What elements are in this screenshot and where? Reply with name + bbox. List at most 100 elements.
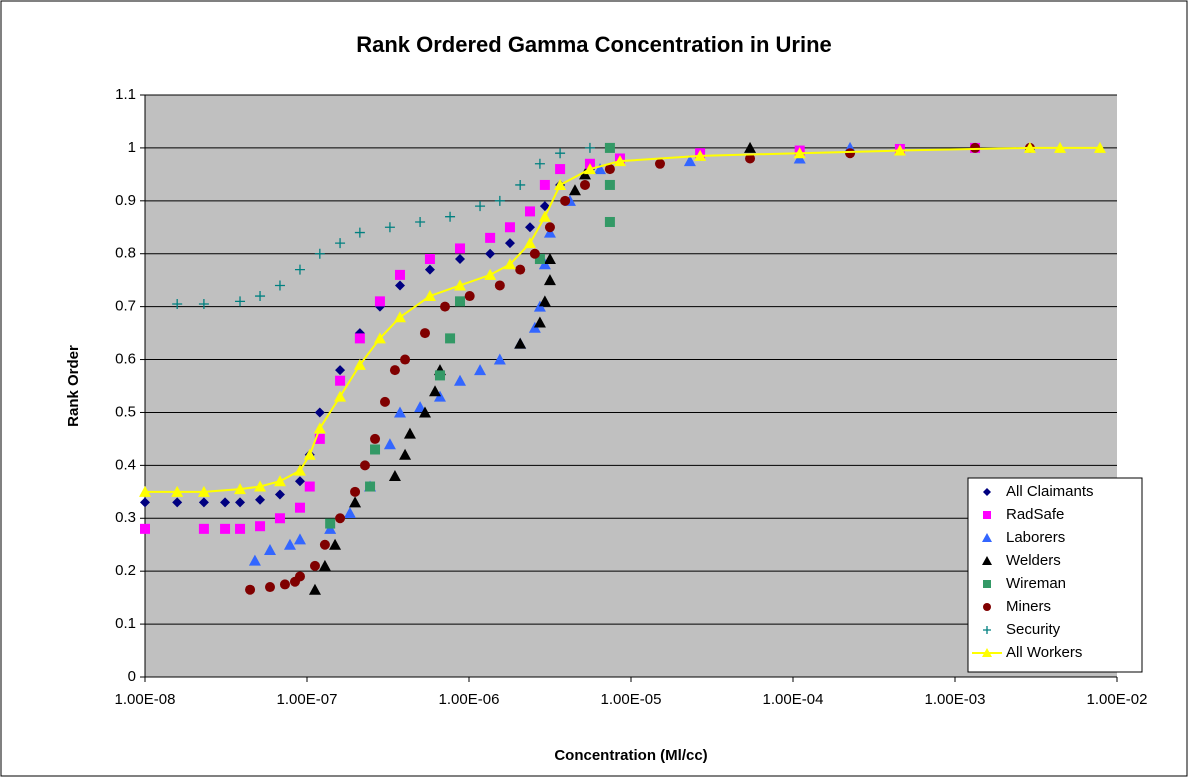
diamond-marker: [314, 407, 325, 418]
triangle-marker: [254, 480, 267, 492]
triangle-marker: [429, 385, 442, 397]
triangle-marker: [514, 337, 527, 349]
square-marker: [504, 222, 515, 233]
diamond-marker: [235, 497, 246, 508]
square-marker: [434, 370, 445, 381]
diamond-marker: [255, 494, 266, 505]
x-tick-label: 1.00E-06: [439, 691, 500, 708]
triangle-marker: [414, 401, 427, 413]
circle-marker: [309, 560, 320, 571]
square-marker: [220, 523, 231, 534]
triangle-marker: [568, 184, 581, 196]
diamond-marker: [525, 222, 536, 233]
legend-label: Security: [1006, 621, 1061, 638]
triangle-marker: [454, 374, 467, 386]
square-marker: [555, 164, 566, 175]
triangle-marker: [533, 316, 546, 328]
square-marker: [445, 333, 456, 344]
triangle-marker: [399, 448, 412, 460]
circle-marker: [359, 460, 370, 471]
triangle-marker: [139, 485, 151, 497]
diamond-marker: [424, 264, 435, 275]
plus-marker: [415, 216, 426, 227]
triangle-marker: [343, 506, 356, 518]
circle-marker: [400, 354, 411, 365]
circle-marker: [983, 603, 991, 611]
circle-marker: [319, 539, 330, 550]
triangle-marker: [293, 464, 306, 476]
triangle-marker: [303, 448, 316, 460]
square-marker: [983, 511, 991, 519]
square-marker: [455, 243, 466, 254]
plus-marker: [384, 222, 395, 233]
triangle-marker: [1023, 141, 1036, 153]
square-marker: [140, 523, 150, 534]
plus-marker: [515, 179, 526, 190]
y-axis-title: Rank Order: [65, 345, 82, 427]
triangle-marker: [273, 475, 286, 487]
x-axis-title: Concentration (Ml/cc): [554, 747, 707, 764]
legend-label: All Claimants: [1006, 483, 1094, 500]
square-marker: [424, 254, 435, 265]
diamond-marker: [198, 497, 209, 508]
circle-marker: [579, 179, 590, 190]
plus-marker: [235, 296, 246, 307]
triangle-marker: [694, 149, 707, 161]
y-tick-label: 0.4: [115, 456, 136, 473]
chart-title: Rank Ordered Gamma Concentration in Urin…: [356, 32, 832, 57]
triangle-marker: [263, 544, 276, 556]
triangle-marker: [484, 268, 497, 280]
legend: [967, 477, 1143, 673]
square-marker: [370, 444, 381, 455]
plus-marker: [255, 291, 266, 302]
circle-marker: [604, 164, 615, 175]
y-tick-label: 1: [128, 139, 136, 156]
triangle-marker: [683, 155, 696, 167]
y-tick-label: 0.1: [115, 615, 136, 632]
triangle-marker: [403, 427, 416, 439]
triangle-marker: [393, 311, 406, 323]
diamond-marker: [504, 238, 515, 249]
circle-marker: [515, 264, 526, 275]
square-marker: [325, 518, 336, 529]
circle-marker: [529, 248, 540, 259]
circle-marker: [389, 365, 400, 376]
plus-marker: [475, 201, 486, 212]
triangle-marker: [423, 290, 436, 302]
triangle-marker: [493, 353, 506, 365]
square-marker: [539, 179, 550, 190]
circle-marker: [745, 153, 756, 164]
plus-marker: [274, 280, 285, 291]
square-marker: [534, 254, 545, 265]
circle-marker: [264, 582, 275, 593]
diamond-marker: [485, 248, 496, 259]
legend-label: Wireman: [1006, 575, 1066, 592]
triangle-marker: [293, 533, 306, 545]
triangle-marker: [744, 141, 757, 153]
plus-marker: [584, 142, 595, 153]
square-marker: [374, 296, 385, 307]
diamond-marker: [274, 489, 285, 500]
plus-marker: [172, 298, 183, 309]
square-marker: [604, 142, 615, 153]
triangle-marker: [1054, 141, 1067, 153]
plus-marker: [534, 158, 545, 169]
x-tick-label: 1.00E-04: [763, 691, 824, 708]
y-tick-label: 1.1: [115, 86, 136, 103]
square-marker: [525, 206, 536, 217]
triangle-marker: [474, 364, 487, 376]
circle-marker: [350, 486, 361, 497]
triangle-marker: [248, 554, 261, 566]
y-tick-label: 0.3: [115, 509, 136, 526]
plus-marker: [314, 248, 325, 259]
triangle-marker: [329, 538, 342, 550]
square-marker: [314, 433, 325, 444]
triangle-marker: [1093, 141, 1106, 153]
triangle-marker: [373, 332, 386, 344]
circle-marker: [654, 158, 665, 169]
triangle-marker: [503, 258, 516, 270]
legend-label: Laborers: [1006, 529, 1065, 546]
circle-marker: [379, 396, 390, 407]
triangle-marker: [524, 237, 537, 249]
